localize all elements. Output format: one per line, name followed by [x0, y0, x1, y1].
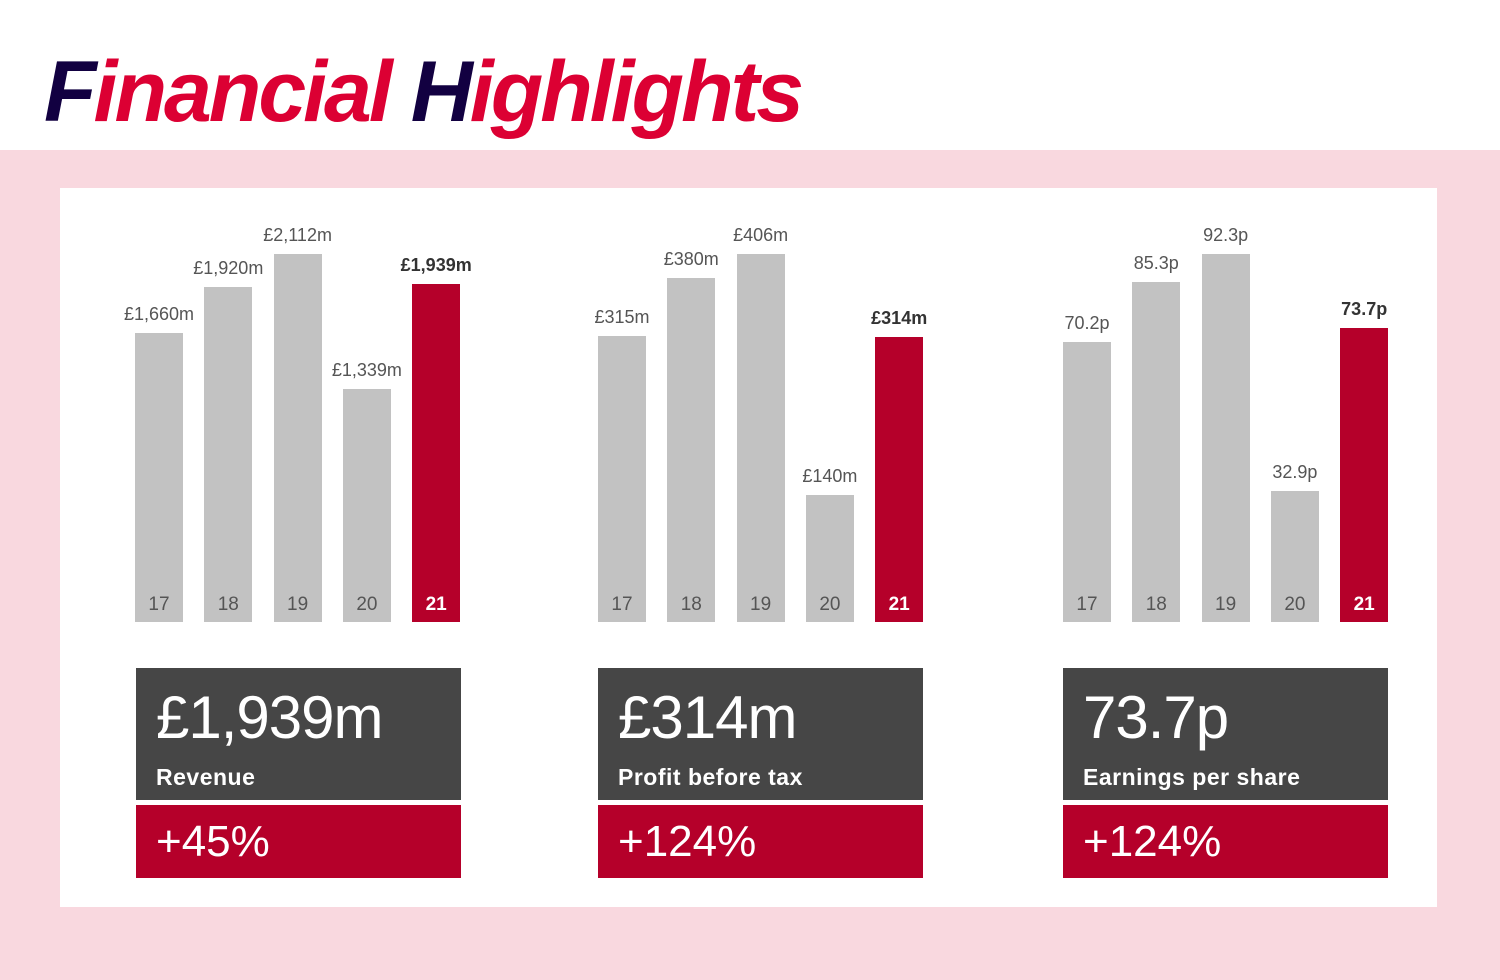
card-header: £314m Profit before tax	[598, 668, 923, 800]
card-change: +124%	[598, 805, 923, 878]
card-label: Profit before tax	[618, 764, 803, 790]
data-label: £1,660m	[123, 303, 195, 324]
x-tick-label: 19	[750, 594, 772, 615]
bar-21: 21	[875, 337, 924, 622]
x-tick-label: 18	[680, 593, 702, 615]
x-tick-label: 20	[1284, 593, 1306, 615]
page-title: Financial Highlights	[44, 42, 804, 142]
data-label: £406m	[733, 225, 789, 245]
x-tick-label: 20	[356, 593, 378, 615]
card-label: Earnings per share	[1083, 764, 1301, 790]
data-label: 85.3p	[1133, 252, 1179, 273]
x-tick-label: 17	[1076, 593, 1098, 615]
bar-20: 20	[1270, 490, 1319, 622]
card-value: £1,939m	[156, 684, 384, 751]
x-tick-label: 21	[425, 593, 447, 615]
bar-17: 17	[598, 336, 646, 622]
data-label: £2,112m	[263, 225, 332, 245]
x-tick-label: 19	[287, 594, 309, 615]
title-word: ighlights	[469, 44, 804, 140]
x-tick-label: 17	[611, 593, 633, 615]
data-label: 92.3p	[1203, 225, 1249, 245]
card-change: +45%	[136, 805, 461, 878]
data-label: £140m	[802, 466, 858, 487]
bar-20: 20	[805, 495, 854, 622]
data-label: 32.9p	[1272, 461, 1318, 482]
x-tick-label: 17	[148, 593, 170, 615]
data-label: £380m	[663, 248, 719, 269]
bar-17: 17	[135, 332, 183, 622]
x-tick-label: 21	[1353, 593, 1375, 615]
card-header: 73.7p Earnings per share	[1063, 668, 1388, 800]
title-initial: F	[44, 44, 97, 140]
data-label: 70.2p	[1064, 313, 1110, 334]
bar-17: 17	[1063, 342, 1111, 622]
bar-21: 21	[412, 284, 461, 622]
card-change: +124%	[1063, 805, 1388, 878]
data-label: £1,339m	[331, 359, 402, 380]
data-label: £314m	[871, 308, 928, 329]
card-header: £1,939m Revenue	[136, 668, 461, 800]
profit-card: £314m Profit before tax +124%	[598, 668, 923, 878]
bar-19: 19	[736, 254, 785, 622]
bar-19: 19	[1201, 254, 1250, 622]
x-tick-label: 19	[1215, 594, 1237, 615]
data-label: £1,939m	[400, 255, 472, 276]
x-tick-label: 20	[819, 593, 841, 615]
card-value: £314m	[618, 684, 797, 751]
bar-18: 18	[667, 277, 716, 622]
data-label: 73.7p	[1341, 299, 1388, 320]
bar-18: 18	[1132, 281, 1181, 622]
x-tick-label: 21	[888, 593, 910, 615]
revenue-card: £1,939m Revenue +45%	[136, 668, 461, 878]
x-tick-label: 18	[217, 593, 239, 615]
bar-19: 19	[273, 254, 322, 622]
data-label: £315m	[594, 307, 650, 328]
bar-21: 21	[1340, 328, 1389, 622]
bar-18: 18	[204, 287, 253, 622]
eps-card: 73.7p Earnings per share +124%	[1063, 668, 1388, 878]
card-label: Revenue	[156, 764, 256, 790]
card-value: 73.7p	[1083, 684, 1229, 751]
data-label: £1,920m	[193, 258, 264, 279]
title-word: inancial	[93, 44, 393, 140]
title-initial: H	[410, 44, 473, 140]
bar-20: 20	[342, 388, 391, 622]
x-tick-label: 18	[1145, 593, 1167, 615]
